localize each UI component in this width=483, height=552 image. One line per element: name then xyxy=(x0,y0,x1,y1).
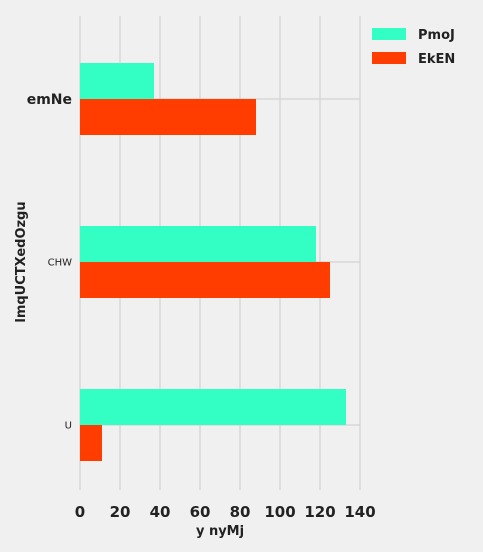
x-tick-label: 40 xyxy=(150,503,171,521)
x-tick-label: 80 xyxy=(230,503,251,521)
x-tick-label: 20 xyxy=(110,503,131,521)
bar-eken-emne xyxy=(80,99,256,135)
legend-swatch-pmoj xyxy=(372,28,406,40)
y-tick-labels: emNe CHW U xyxy=(27,92,72,432)
x-tick-label: 0 xyxy=(75,503,85,521)
x-tick-label: 140 xyxy=(344,503,375,521)
x-axis-label: y nyMj xyxy=(196,524,244,539)
y-tick-label: emNe xyxy=(27,92,72,108)
bars xyxy=(80,63,346,461)
x-tick-label: 60 xyxy=(190,503,211,521)
legend: PmoJ EkEN xyxy=(372,28,455,67)
x-tick-label: 120 xyxy=(304,503,335,521)
y-axis-label: lmqUCTXedOzgu xyxy=(14,201,29,322)
legend-label-pmoj: PmoJ xyxy=(418,28,455,43)
y-tick-label: CHW xyxy=(48,258,73,269)
bar-eken-u xyxy=(80,425,102,461)
legend-swatch-eken xyxy=(372,52,406,64)
x-tick-labels: 0 20 40 60 80 100 120 140 xyxy=(75,503,376,521)
bar-pmoj-emne xyxy=(80,63,154,99)
bar-eken-chw xyxy=(80,262,330,298)
bar-pmoj-chw xyxy=(80,226,316,262)
legend-label-eken: EkEN xyxy=(418,52,455,67)
bar-pmoj-u xyxy=(80,389,346,425)
x-tick-label: 100 xyxy=(264,503,295,521)
y-tick-label: U xyxy=(65,421,72,432)
